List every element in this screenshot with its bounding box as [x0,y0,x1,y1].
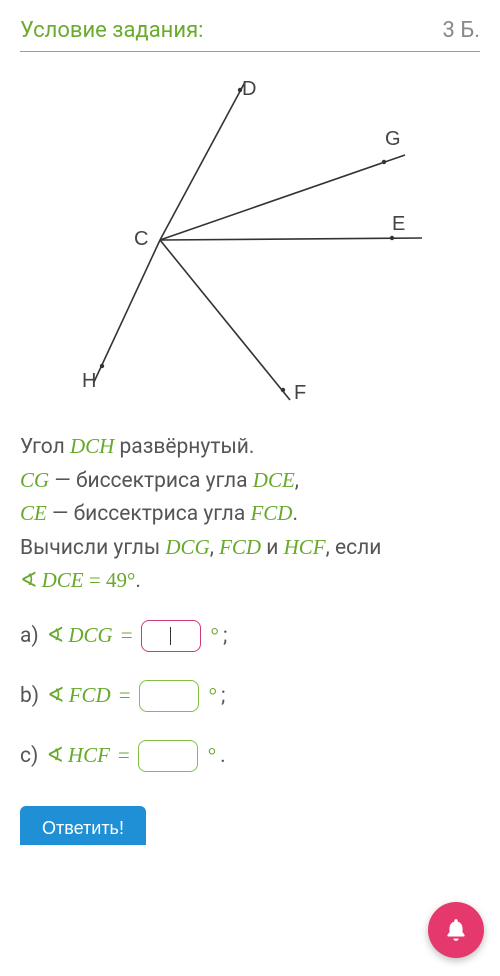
math-var: DCE [253,468,295,492]
task-header: Условие задания: 3 Б. [20,18,480,52]
point-H [100,364,104,368]
math-var: CE [20,501,47,525]
text: — биссектриса угла [47,502,251,526]
question-key: c) [20,744,38,768]
angle-name: FCD [69,683,111,708]
math-var: DCE [42,568,84,592]
math-var: HCF [284,535,326,559]
equals-sign: = [121,623,133,648]
math-var: FCD [219,535,261,559]
text-caret [170,627,171,645]
text: . [292,502,298,526]
math-var: DCG [165,535,209,559]
label-C: C [134,228,148,251]
ray-G [160,155,405,240]
text: Вычисли углы [20,536,165,560]
problem-statement: Угол DCH развёрнутый. CG — биссектриса у… [20,430,480,598]
question-row-2: c) ∢HCF = °. [20,740,480,772]
line-end: ; [223,624,227,648]
angle-symbol: ∢ [47,623,65,648]
notifications-fab[interactable] [428,902,484,958]
value: 49 [106,568,127,592]
equals-sign: = [118,743,130,768]
text: — биссектриса угла [49,469,253,493]
text: развёрнутый. [114,435,254,459]
answer-input-FCD[interactable] [139,680,199,712]
text: , если [326,536,382,560]
math-var: DCH [70,434,114,458]
label-G: G [385,128,401,151]
line-end: ; [221,684,225,708]
diagram-region: D G E F H C [20,70,480,410]
task-title: Условие задания: [20,18,203,43]
question-key: b) [20,684,39,708]
ray-E [160,238,422,240]
angle-symbol: ∢ [20,568,38,592]
text: и [261,536,284,560]
label-D: D [242,78,256,101]
bell-icon [443,917,469,943]
text: , [295,469,299,493]
degree-symbol: ° [211,623,219,648]
angle-symbol: ∢ [46,743,64,768]
ray-F [160,240,290,400]
answer-input-DCG[interactable] [141,620,201,652]
diagram-svg [70,70,430,410]
question-key: a) [20,624,39,648]
point-G [382,160,386,164]
angle-diagram: D G E F H C [70,70,430,410]
point-F [281,388,285,392]
label-H: H [82,370,96,393]
ray-H [94,240,160,382]
text: . [135,569,141,593]
question-row-0: a) ∢DCG = °; [20,620,480,652]
degree-symbol: ° [209,683,217,708]
ray-D [160,82,245,240]
degree-symbol: ° [208,743,216,768]
point-E [390,236,394,240]
math-var: FCD [250,501,292,525]
equals-sign: = [119,683,131,708]
answer-input-HCF[interactable] [138,740,198,772]
angle-name: DCG [68,623,112,648]
question-row-1: b) ∢FCD = °; [20,680,480,712]
line-end: . [220,744,226,768]
task-points: 3 Б. [443,18,481,43]
label-E: E [392,213,405,236]
angle-name: HCF [68,743,110,768]
submit-button[interactable]: Ответить! [20,806,146,845]
text: = [84,568,106,592]
math-var: CG [20,468,49,492]
text: , [210,536,219,560]
angle-symbol: ∢ [47,683,65,708]
text: Угол [20,435,70,459]
label-F: F [294,382,306,405]
